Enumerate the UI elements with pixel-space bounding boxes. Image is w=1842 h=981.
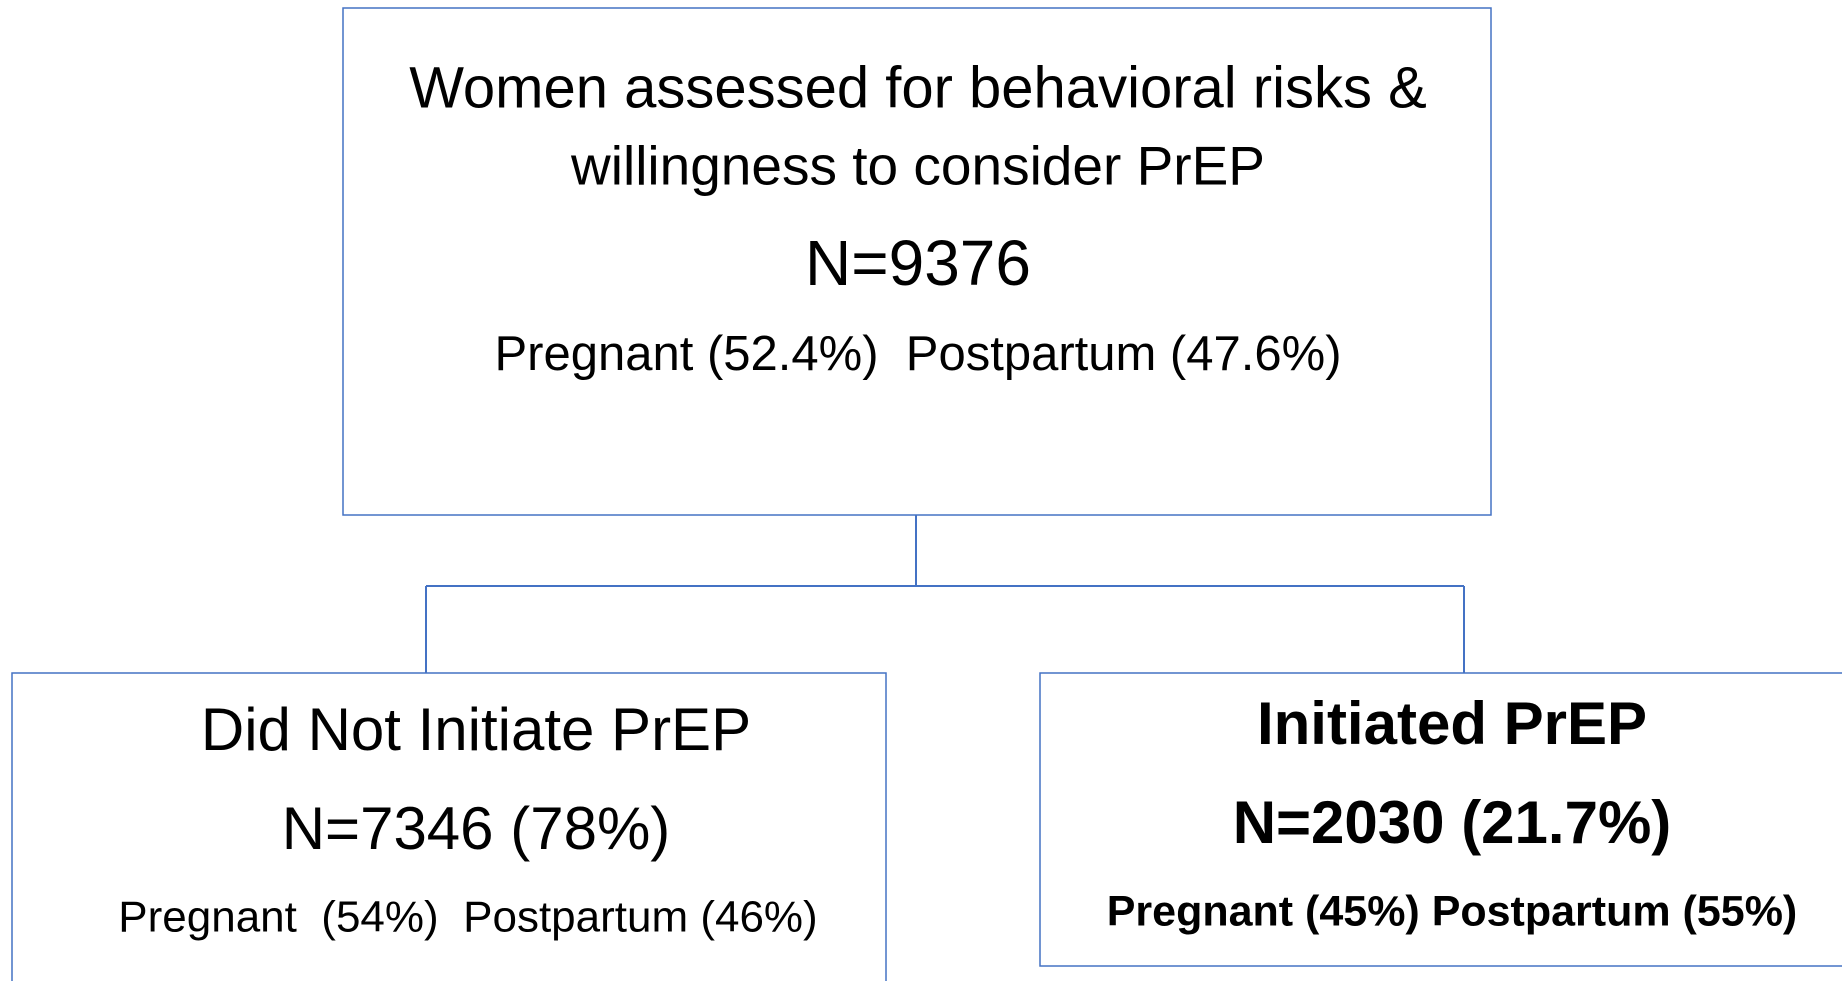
node-text: Initiated PrEP (1257, 690, 1647, 757)
connector (425, 515, 1465, 673)
node-text: Pregnant (52.4%) Postpartum (47.6%) (494, 327, 1341, 381)
right-box (1039, 672, 1842, 967)
node-text: Women assessed for behavioral risks & (409, 55, 1427, 120)
node-text: Did Not Initiate PrEP (201, 696, 751, 763)
left-box (11, 672, 887, 981)
node-text: Pregnant (45%) Postpartum (55%) (1107, 887, 1798, 935)
top-box (342, 7, 1492, 516)
node-text: N=2030 (21.7%) (1233, 789, 1672, 856)
node-text: Pregnant (54%) Postpartum (46%) (118, 893, 817, 942)
node-text: willingness to consider PrEP (570, 135, 1265, 197)
node-text: N=7346 (78%) (282, 795, 671, 862)
node-text: N=9376 (805, 227, 1031, 299)
